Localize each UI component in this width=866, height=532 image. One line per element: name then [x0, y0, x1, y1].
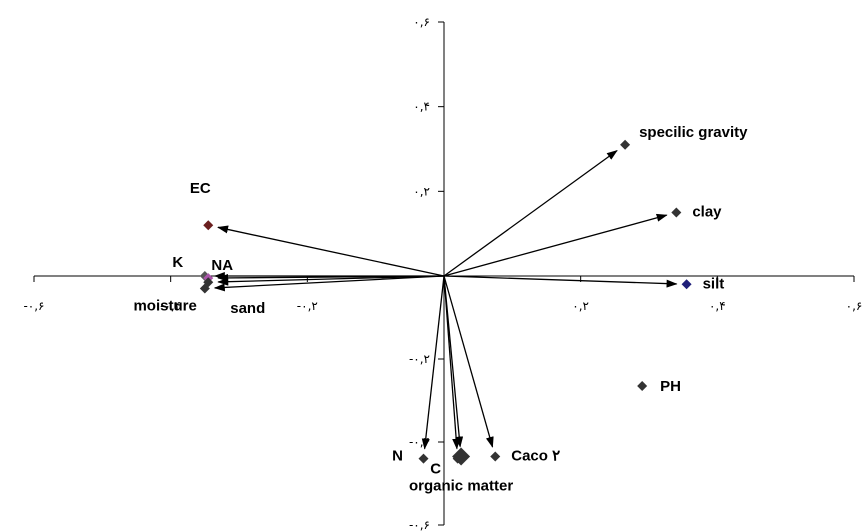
- y-tick-label: -۰,۶: [409, 518, 430, 532]
- vector-arrow: [443, 275, 464, 448]
- point-label: sand: [230, 300, 265, 317]
- vector-arrow: [443, 275, 494, 448]
- vector-arrow: [217, 275, 445, 286]
- point-label: N: [392, 448, 403, 465]
- data-point-marker: [671, 207, 682, 218]
- vector-arrow: [217, 273, 445, 282]
- y-tick-label: -۰,۴: [409, 435, 430, 449]
- tick-labels: -۰,۶ -۰,۴ -۰,۲ ۰,۲ ۰,۴ ۰,۶ ۰,۶ ۰,۴ ۰,۲ -۰,۲ -۰,۴ -۰…: [23, 15, 862, 532]
- data-point-marker: [620, 139, 631, 150]
- data-point-marker: [452, 447, 471, 466]
- data-point-marker: [203, 277, 214, 288]
- data-point-marker: [637, 380, 648, 391]
- vector-arrows: [213, 150, 678, 450]
- y-tick-label: ۰,۲: [413, 184, 430, 198]
- vector-arrow: [421, 275, 445, 450]
- data-point-marker: [681, 279, 692, 290]
- point-label: moisture: [133, 297, 196, 314]
- point-label: silt: [703, 275, 725, 292]
- vector-arrow: [443, 275, 678, 288]
- point-label: PH: [660, 378, 681, 395]
- point-label: K: [172, 254, 183, 271]
- point-label: EC: [190, 180, 211, 197]
- data-point-marker: [418, 453, 429, 464]
- x-tick-label: -۰,۴: [160, 299, 181, 313]
- data-point-marker: [203, 220, 214, 231]
- x-tick-label: ۰,۲: [572, 299, 589, 313]
- x-tick-label: -۰,۶: [23, 299, 44, 313]
- point-label: specilic gravity: [639, 124, 748, 141]
- y-tick-label: ۰,۶: [413, 15, 430, 29]
- point-label: NA: [211, 257, 233, 274]
- vector-arrow: [213, 275, 445, 292]
- point-label: organic matter: [409, 478, 513, 495]
- point-label: C: [430, 461, 441, 478]
- point-labels: specilic gravity clay silt PH EC K NA moisture s…: [133, 124, 748, 495]
- point-label: clay: [692, 204, 722, 221]
- data-point-marker: [490, 451, 501, 462]
- axes: [33, 21, 855, 526]
- vector-arrow: [443, 213, 668, 277]
- data-points: [199, 139, 692, 466]
- x-tick-label: ۰,۶: [846, 299, 863, 313]
- point-label: Caco ۲: [511, 448, 560, 465]
- y-tick-label: ۰,۴: [413, 100, 430, 114]
- x-tick-label: ۰,۴: [709, 299, 726, 313]
- vector-arrow: [443, 150, 618, 277]
- vector-arrow: [217, 225, 445, 277]
- y-tick-label: -۰,۲: [409, 352, 430, 366]
- x-tick-label: -۰,۲: [297, 299, 318, 313]
